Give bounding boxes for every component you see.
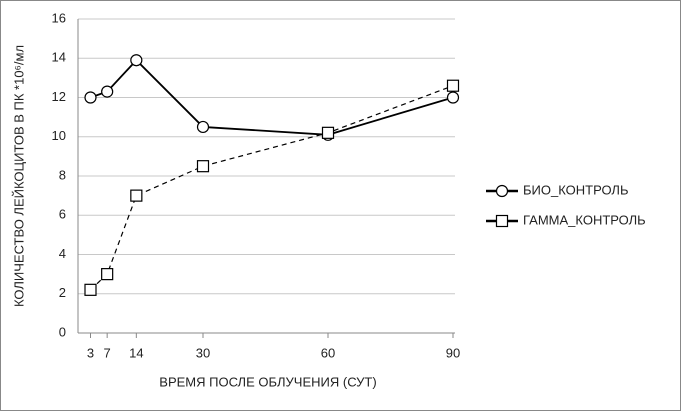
marker	[84, 91, 97, 104]
marker	[101, 85, 114, 98]
x-tick-label: 3	[87, 345, 94, 360]
marker	[321, 126, 335, 139]
y-tick-label: 14	[52, 50, 66, 65]
y-tick-label: 16	[52, 10, 66, 25]
x-tick-label: 60	[321, 345, 335, 360]
legend-label: ГАММА_КОНТРОЛЬ	[523, 212, 646, 227]
x-tick-label: 14	[129, 345, 143, 360]
x-tick-label: 90	[446, 345, 460, 360]
y-tick-label: 4	[59, 246, 66, 261]
marker	[130, 54, 143, 67]
marker	[495, 184, 509, 198]
marker	[446, 79, 460, 92]
legend-label: БИО_КОНТРОЛЬ	[523, 182, 629, 197]
x-tick-label: 7	[104, 345, 111, 360]
y-tick-label: 2	[59, 285, 66, 300]
marker	[84, 283, 97, 296]
y-axis-label: КОЛИЧЕСТВО ЛЕЙКОЦИТОВ В ПК *10⁶/мл	[11, 45, 26, 307]
y-tick-label: 10	[52, 128, 66, 143]
marker	[495, 214, 509, 228]
y-tick-label: 12	[52, 89, 66, 104]
y-tick-label: 6	[59, 207, 66, 222]
x-axis-label: ВРЕМЯ ПОСЛЕ ОБЛУЧЕНИЯ (СУТ)	[159, 374, 376, 389]
x-tick-label: 30	[196, 345, 210, 360]
y-tick-label: 8	[59, 167, 66, 182]
marker	[196, 160, 210, 173]
marker	[130, 189, 143, 202]
marker	[101, 268, 114, 281]
marker	[196, 120, 210, 134]
marker	[446, 91, 460, 104]
y-tick-label: 0	[59, 324, 66, 339]
